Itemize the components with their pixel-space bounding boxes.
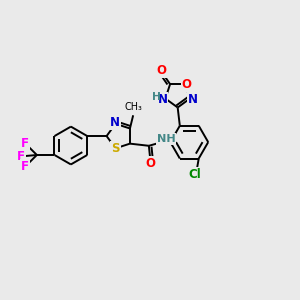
Text: Cl: Cl: [188, 168, 201, 181]
Text: NH: NH: [157, 134, 176, 144]
Text: S: S: [111, 142, 120, 155]
Text: H: H: [152, 92, 161, 102]
Text: F: F: [21, 160, 29, 173]
Text: O: O: [157, 64, 166, 77]
Text: N: N: [188, 93, 198, 106]
Text: F: F: [21, 137, 29, 150]
Text: O: O: [146, 157, 156, 170]
Text: F: F: [17, 150, 26, 163]
Text: N: N: [158, 93, 167, 106]
Text: O: O: [182, 78, 192, 91]
Text: CH₃: CH₃: [124, 102, 142, 112]
Text: N: N: [110, 116, 120, 129]
